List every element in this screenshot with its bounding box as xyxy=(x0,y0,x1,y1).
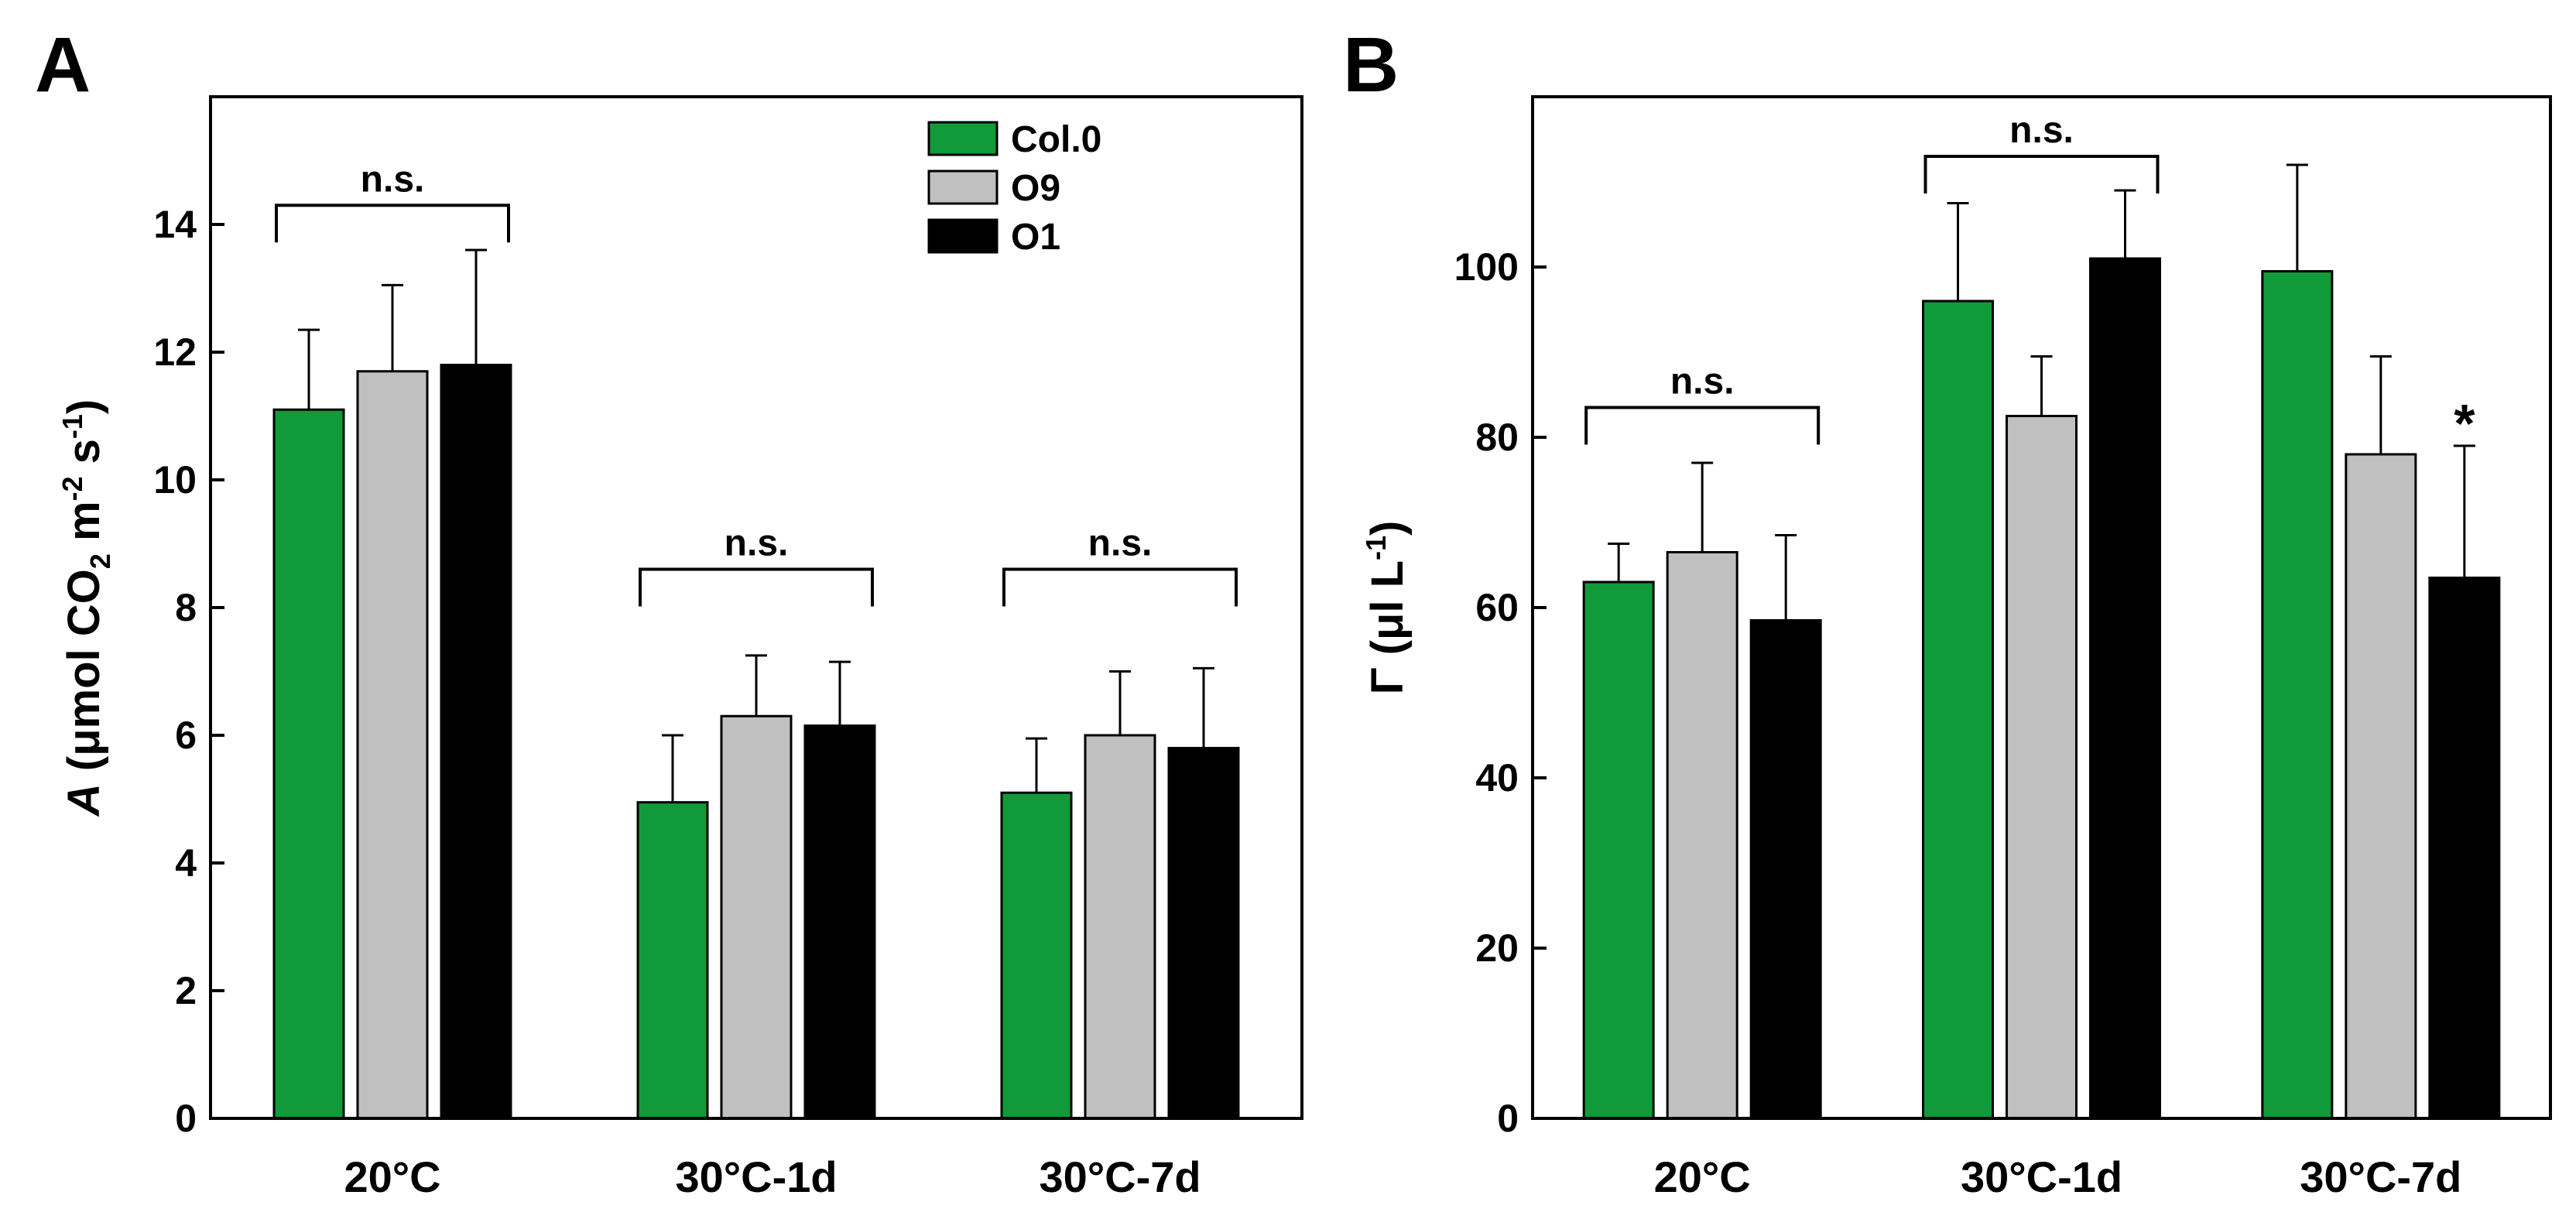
panel-b-bar-col0-0 xyxy=(1582,580,1655,1120)
panel-a-bar-o1-2 xyxy=(1167,747,1240,1120)
panel-a-y-tick-label-5: 10 xyxy=(153,458,197,502)
panel-a-y-tick-label-1: 2 xyxy=(175,969,197,1012)
panel-a-bar-o1-1 xyxy=(803,724,876,1120)
panel-b-bracket-0 xyxy=(1584,406,1821,445)
panel-b: B Γ (μl L-1) 0 20 40 60 80 100 20°C 30°C-1d 30°C… xyxy=(1343,22,2552,1201)
panel-a-y-tick-label-0: 0 xyxy=(175,1097,197,1140)
panel-a-bar-o9-1 xyxy=(720,714,793,1120)
panel-a-bracket-label-1: n.s. xyxy=(724,523,789,564)
panel-b-x-category-label-0: 20°C xyxy=(1654,1152,1751,1201)
panel-a-bar-col0-1 xyxy=(636,801,709,1120)
panel-b-y-tick-label-4: 80 xyxy=(1475,416,1519,459)
panel-a-bracket-label-2: n.s. xyxy=(1088,523,1153,564)
panel-b-y-tick-label-1: 20 xyxy=(1475,926,1519,970)
panel-b-x-category-label-2: 30°C-7d xyxy=(2300,1152,2461,1201)
panel-b-y-tick-label-2: 40 xyxy=(1475,756,1519,800)
panel-a-x-category-label-2: 30°C-7d xyxy=(1039,1152,1201,1201)
panel-b-significance-star-0: * xyxy=(2454,393,2475,454)
panel-b-bar-o9-2 xyxy=(2345,453,2417,1120)
panel-a-legend-label-1: O9 xyxy=(1011,168,1060,209)
panel-a-legend-label-2: O1 xyxy=(1011,217,1060,258)
panel-a-y-tick-label-2: 4 xyxy=(175,841,197,885)
panel-a-y-tick-label-3: 6 xyxy=(175,714,197,757)
panel-a-y-tick-label-4: 8 xyxy=(175,586,197,629)
panel-a-y-title-sup1: -2 xyxy=(57,476,88,501)
panel-b-x-category-label-1: 30°C-1d xyxy=(1961,1152,2122,1201)
panel-b-y-axis-title: Γ (μl L-1) xyxy=(1360,521,1413,695)
panel-b-y-tick-label-0: 0 xyxy=(1497,1097,1519,1140)
panel-a-bar-o1-0 xyxy=(440,364,512,1120)
panel-a-y-title-end: ) xyxy=(59,399,109,414)
panel-a-bracket-2 xyxy=(1002,567,1238,607)
panel-a-y-axis-title: A (μmol CO2 m-2 s-1) xyxy=(57,399,116,818)
panel-a-bar-o9-0 xyxy=(356,370,429,1120)
panel-a-y-title-sup2: -1 xyxy=(57,414,88,439)
panel-b-bar-o1-1 xyxy=(2089,257,2161,1120)
panel-b-y-title-unit: Γ (μl L xyxy=(1362,560,1413,694)
panel-a-bar-col0-0 xyxy=(272,408,345,1120)
panel-a-y-tick-label-7: 14 xyxy=(153,203,197,246)
panel-a-legend-swatch-0 xyxy=(927,121,999,156)
panel-a-y-title-unit: (μmol CO xyxy=(59,569,109,783)
panel-b-y-title-sup: -1 xyxy=(1360,536,1392,560)
panel-a-bar-o9-2 xyxy=(1084,734,1156,1120)
panel-b-letter: B xyxy=(1343,22,1399,108)
panel-a-y-title-mid: m xyxy=(59,501,109,553)
panel-b-bar-col0-2 xyxy=(2261,270,2334,1120)
panel-b-y-axis-title-text: Γ (μl L-1) xyxy=(1360,521,1413,695)
panel-b-bracket-label-0: n.s. xyxy=(1670,361,1735,402)
panel-b-bracket-1 xyxy=(1923,155,2160,193)
panel-b-bracket-label-1: n.s. xyxy=(2009,110,2074,151)
panel-a-x-category-label-0: 20°C xyxy=(344,1152,440,1201)
panel-a-bracket-label-0: n.s. xyxy=(361,159,425,200)
panel-b-plot-frame xyxy=(1531,95,2552,1120)
panel-b-bar-o9-0 xyxy=(1666,551,1738,1120)
panel-a-bracket-1 xyxy=(639,567,874,607)
panel-a-bar-col0-2 xyxy=(1000,791,1073,1120)
panel-a-legend-swatch-1 xyxy=(927,169,999,205)
panel-a-legend-swatch-2 xyxy=(927,218,999,254)
panel-b-bar-o9-1 xyxy=(2006,415,2078,1120)
panel-a-legend-label-0: Col.0 xyxy=(1011,119,1101,160)
panel-b-y-tick-label-3: 60 xyxy=(1475,586,1519,629)
panel-a-y-title-italic: A xyxy=(59,783,109,817)
panel-b-bar-o1-2 xyxy=(2428,577,2501,1120)
panel-a-y-tick-label-6: 12 xyxy=(153,330,197,374)
panel-b-bar-col0-1 xyxy=(1922,300,1994,1120)
panel-a-letter: A xyxy=(35,22,91,108)
panel-a-y-axis-title-text: A (μmol CO2 m-2 s-1) xyxy=(57,399,116,818)
panel-b-y-tick-label-5: 100 xyxy=(1454,245,1519,289)
panel-a-plot-frame xyxy=(209,95,1303,1120)
panel-b-y-title-end: ) xyxy=(1362,521,1413,536)
panel-a-y-title-sub: 2 xyxy=(84,553,116,569)
panel-b-bar-o1-0 xyxy=(1749,619,1822,1120)
panel-a-x-category-label-1: 30°C-1d xyxy=(675,1152,837,1201)
panel-a-bracket-0 xyxy=(275,204,510,243)
panel-a-y-title-mid2: s xyxy=(59,439,109,476)
